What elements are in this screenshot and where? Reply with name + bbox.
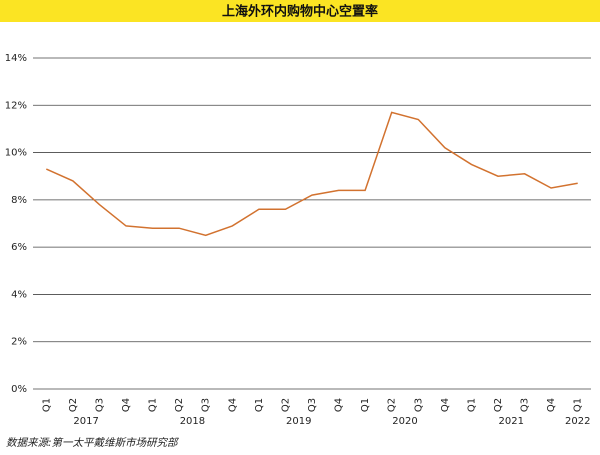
y-tick-label: 2% xyxy=(11,337,27,348)
y-tick-label: 0% xyxy=(11,384,27,395)
y-tick-label: 10% xyxy=(5,148,27,159)
x-group-label: 2020 xyxy=(392,416,417,427)
x-tick-label: Q3 xyxy=(307,398,318,412)
x-tick-label: Q2 xyxy=(174,398,185,412)
x-tick-label: Q3 xyxy=(520,398,531,412)
x-tick-label: Q3 xyxy=(201,398,212,412)
x-tick-label: Q4 xyxy=(121,398,132,412)
x-group-label: 2017 xyxy=(73,416,98,427)
x-tick-label: Q1 xyxy=(573,398,584,412)
x-tick-label: Q2 xyxy=(493,398,504,412)
x-tick-label: Q2 xyxy=(387,398,398,412)
x-group-label: 2021 xyxy=(499,416,524,427)
x-tick-label: Q1 xyxy=(148,398,159,412)
x-tick-label: Q4 xyxy=(227,398,238,412)
x-tick-label: Q1 xyxy=(466,398,477,412)
x-tick-label: Q2 xyxy=(280,398,291,412)
y-tick-label: 6% xyxy=(11,242,27,253)
y-tick-label: 14% xyxy=(5,53,27,64)
title-band xyxy=(0,0,600,22)
x-tick-label: Q1 xyxy=(254,398,265,412)
y-tick-label: 8% xyxy=(11,195,27,206)
x-tick-label: Q3 xyxy=(94,398,105,412)
x-tick-label: Q1 xyxy=(41,398,52,412)
x-tick-label: Q2 xyxy=(68,398,79,412)
x-tick-label: Q4 xyxy=(546,398,557,412)
x-tick-label: Q1 xyxy=(360,398,371,412)
source-note: 数据来源:第一太平戴维斯市场研究部 xyxy=(6,437,179,449)
y-tick-label: 12% xyxy=(5,100,27,111)
x-group-label: 2019 xyxy=(286,416,311,427)
x-tick-label: Q4 xyxy=(334,398,345,412)
x-group-label: 2018 xyxy=(180,416,205,427)
data-line xyxy=(45,111,578,237)
x-group-label: 2022 xyxy=(565,416,590,427)
x-tick-label: Q3 xyxy=(413,398,424,412)
x-tick-label: Q4 xyxy=(440,398,451,412)
chart-title: 上海外环内购物中心空置率 xyxy=(222,4,378,20)
y-tick-label: 4% xyxy=(11,289,27,300)
